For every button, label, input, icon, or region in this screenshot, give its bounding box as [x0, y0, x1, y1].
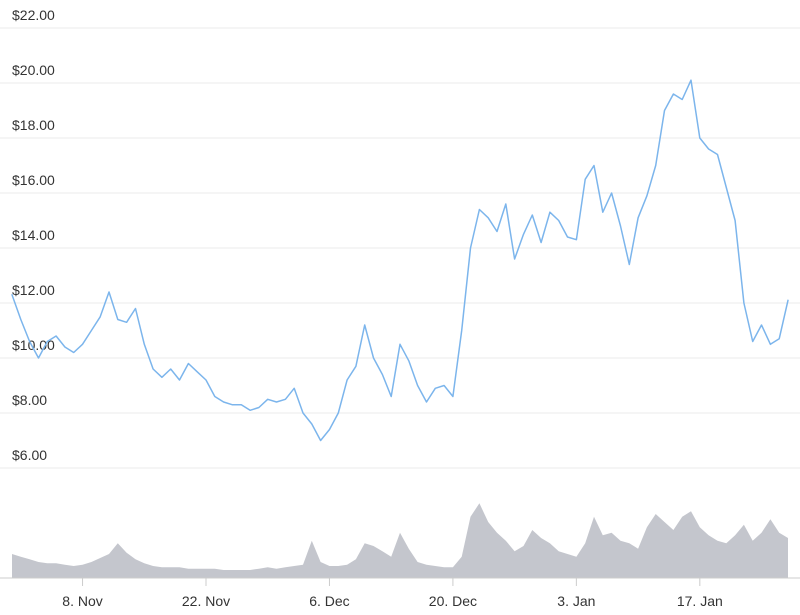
y-tick-label: $22.00 — [12, 7, 55, 23]
x-tick-label: 6. Dec — [309, 593, 349, 609]
x-tick-label: 17. Jan — [677, 593, 723, 609]
y-tick-label: $16.00 — [12, 172, 55, 188]
x-tick-label: 22. Nov — [182, 593, 230, 609]
grid-lines — [0, 27, 800, 469]
y-tick-label: $10.00 — [12, 337, 55, 353]
y-axis-labels: $6.00 $8.00 $10.00 $12.00 $14.00 $16.00 $18.00… — [12, 7, 55, 463]
y-tick-label: $8.00 — [12, 392, 47, 408]
volume-area-layer — [11, 503, 789, 578]
y-tick-label: $20.00 — [12, 62, 55, 78]
price-line-layer — [11, 79, 789, 442]
volume-area — [12, 503, 788, 578]
y-tick-label: $12.00 — [12, 282, 55, 298]
x-tick-label: 20. Dec — [429, 593, 477, 609]
x-axis: 8. Nov 22. Nov 6. Dec 20. Dec 3. Jan 17. Jan — [0, 577, 800, 609]
x-tick-label: 8. Nov — [62, 593, 102, 609]
y-tick-label: $6.00 — [12, 447, 47, 463]
y-tick-label: $14.00 — [12, 227, 55, 243]
x-tick-label: 3. Jan — [557, 593, 595, 609]
price-line — [11, 79, 789, 442]
y-tick-label: $18.00 — [12, 117, 55, 133]
